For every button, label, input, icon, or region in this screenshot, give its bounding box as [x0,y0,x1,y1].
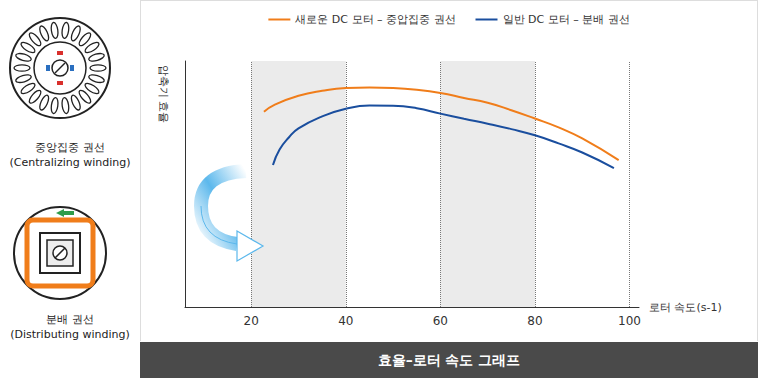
svg-text:압축기 효율: 압축기 효율 [157,65,170,124]
svg-text:새로운 DC 모터 – 중압집중 권선: 새로운 DC 모터 – 중압집중 권선 [295,13,455,26]
svg-text:40: 40 [338,314,353,328]
svg-text:100: 100 [618,314,641,328]
html-text:(Distributing winding): (Distributing winding) [10,328,130,341]
svg-text:일반 DC 모터 – 분배 권선: 일반 DC 모터 – 분배 권선 [503,13,630,26]
svg-text:20: 20 [244,314,259,328]
html-text:중앙집중 권선: 중앙집중 권선 [35,141,105,154]
svg-text:80: 80 [527,314,542,328]
html-text:(Centralizing winding): (Centralizing winding) [9,156,131,169]
svg-text:로터 속도(s-1): 로터 속도(s-1) [649,301,722,314]
svg-text:60: 60 [433,314,448,328]
html-text:분배 권선: 분배 권선 [46,313,94,326]
html-text:효율–로터 속도 그래프: 효율–로터 속도 그래프 [377,352,521,368]
